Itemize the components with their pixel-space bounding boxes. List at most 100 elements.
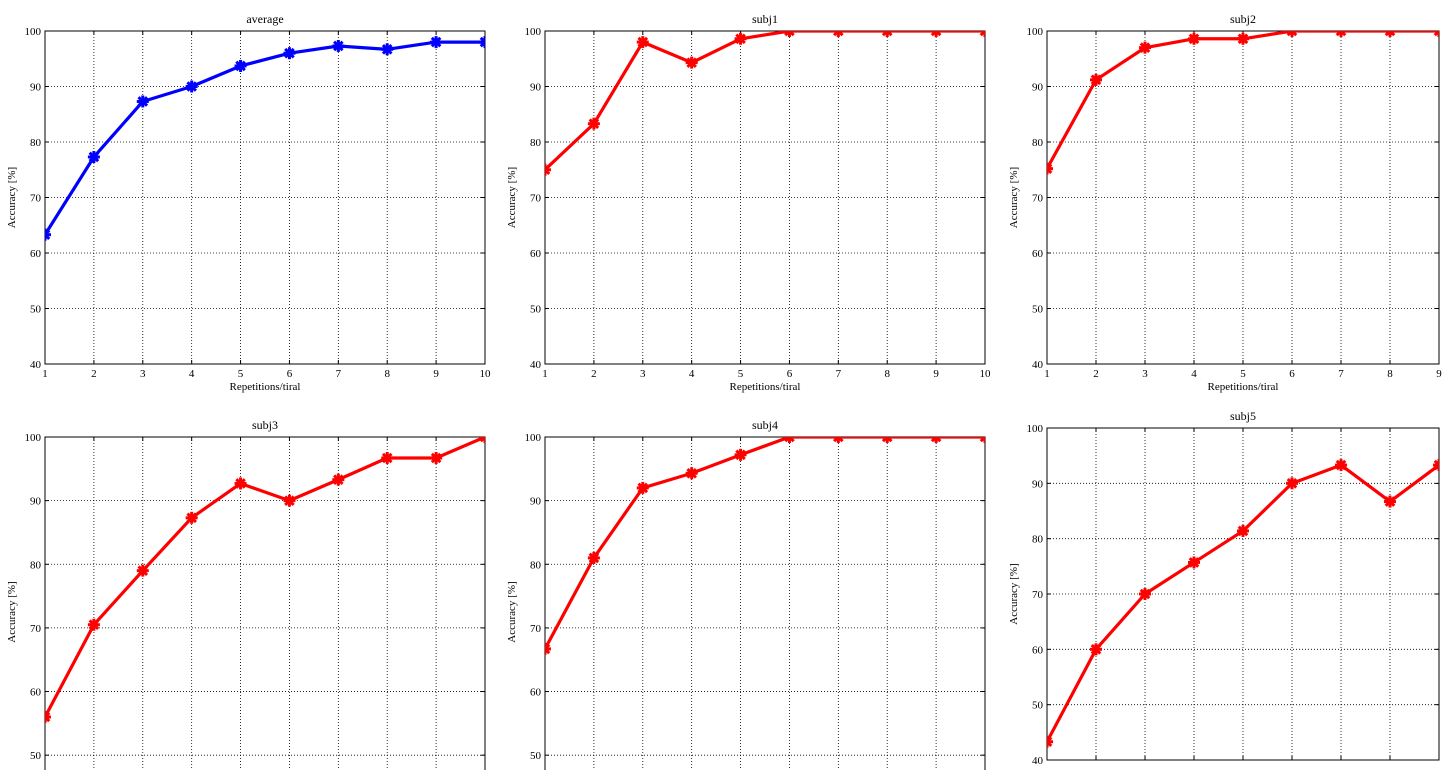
data-point — [1139, 41, 1151, 54]
x-tick-label: 6 — [1289, 368, 1295, 380]
x-tick-label: 2 — [91, 368, 97, 380]
subplot-5: 40 50 60 70 80 90 100 subj5 Accuracy [%] — [1008, 409, 1440, 767]
grid — [45, 31, 485, 364]
y-tick-label: 90 — [30, 82, 42, 94]
data-point — [1237, 524, 1249, 537]
y-tick-label: 60 — [1032, 248, 1044, 260]
y-tick-label: 50 — [30, 304, 42, 316]
x-tick-label: 8 — [384, 368, 390, 380]
data-point — [1090, 643, 1102, 656]
y-tick-label: 90 — [1032, 82, 1044, 94]
data-point — [881, 437, 894, 443]
y-tick-label: 70 — [30, 193, 42, 205]
grid — [1047, 428, 1439, 760]
y-tick-label: 70 — [530, 193, 542, 205]
y-tick-label: 70 — [30, 623, 42, 635]
chart-title: subj1 — [752, 12, 778, 26]
series-line — [1047, 31, 1439, 170]
data-point — [545, 163, 551, 176]
grid — [545, 437, 985, 770]
data-point — [283, 494, 296, 507]
y-tick-label: 40 — [1032, 755, 1044, 767]
data-point — [1047, 162, 1053, 175]
y-tick-label: 40 — [1032, 359, 1044, 371]
data-point — [45, 711, 51, 723]
y-axis-label: Accuracy [%] — [506, 581, 518, 642]
data-point — [1090, 73, 1102, 86]
x-tick-label: 1 — [542, 368, 548, 380]
y-tick-label: 60 — [530, 687, 542, 699]
chart-title: subj3 — [252, 418, 278, 432]
y-tick-label: 80 — [530, 137, 542, 149]
series-0 — [1047, 459, 1439, 748]
data-point — [1433, 31, 1439, 37]
y-axis-label: Accuracy [%] — [6, 581, 18, 642]
grid — [45, 437, 485, 770]
y-tick-label: 100 — [25, 26, 42, 38]
y-tick-label: 80 — [30, 559, 42, 571]
y-tick-label: 90 — [30, 496, 42, 508]
x-tick-label: 9 — [933, 368, 939, 380]
data-point — [234, 477, 247, 490]
data-point — [1384, 31, 1396, 37]
y-tick-label: 50 — [530, 750, 542, 762]
x-tick-label: 10 — [480, 368, 492, 380]
y-tick-label: 90 — [530, 82, 542, 94]
y-tick-label: 60 — [30, 687, 42, 699]
grid — [545, 31, 985, 364]
data-point — [1139, 588, 1151, 600]
plot-frame — [44, 436, 486, 770]
x-tick-label: 7 — [836, 368, 842, 380]
data-point — [381, 43, 394, 56]
y-tick-label: 50 — [530, 304, 542, 316]
x-tick-label: 4 — [689, 368, 695, 380]
data-point — [185, 80, 198, 93]
data-point — [430, 36, 443, 49]
data-point — [136, 564, 149, 577]
data-point — [1188, 32, 1200, 45]
data-point — [283, 47, 296, 60]
y-tick-label: 100 — [525, 26, 542, 38]
data-point — [234, 59, 247, 72]
data-point — [685, 56, 698, 69]
y-axis-label: Accuracy [%] — [6, 167, 18, 228]
series-0 — [1047, 31, 1439, 175]
data-point — [832, 31, 845, 37]
y-tick-label: 50 — [1032, 700, 1044, 712]
x-tick-label: 5 — [738, 368, 744, 380]
data-point — [87, 618, 100, 631]
y-tick-label: 80 — [530, 559, 542, 571]
x-tick-label: 3 — [640, 368, 646, 380]
y-tick-label: 100 — [25, 432, 42, 444]
data-point — [479, 437, 485, 443]
data-point — [45, 228, 51, 241]
x-axis-label: Repetitions/tiral — [230, 381, 301, 393]
y-axis-label: Accuracy [%] — [506, 167, 518, 228]
chart-title: average — [246, 12, 283, 26]
x-tick-label: 3 — [140, 368, 146, 380]
data-point — [381, 452, 394, 464]
y-axis-label: Accuracy [%] — [1008, 167, 1020, 228]
data-point — [332, 39, 345, 52]
subplot-0: 1 2 3 4 5 6 7 8 9 10 40 50 60 70 80 90 100 average Repetit… — [6, 12, 491, 393]
x-tick-label: 1 — [1044, 368, 1050, 380]
data-point — [1047, 735, 1053, 748]
data-point — [545, 642, 551, 655]
x-tick-label: 4 — [189, 368, 195, 380]
y-tick-label: 50 — [30, 750, 42, 762]
data-point — [783, 437, 796, 443]
x-tick-label: 7 — [336, 368, 342, 380]
data-point — [832, 437, 845, 443]
y-tick-label: 70 — [1032, 193, 1044, 205]
data-point — [734, 448, 747, 461]
x-tick-label: 9 — [1436, 368, 1442, 380]
series-line — [545, 31, 985, 171]
data-point — [783, 31, 796, 37]
series-0 — [545, 437, 985, 655]
grid — [1047, 31, 1439, 364]
data-point — [587, 117, 600, 130]
data-point — [636, 36, 649, 49]
y-tick-label: 80 — [1032, 137, 1044, 149]
data-point — [734, 32, 747, 45]
